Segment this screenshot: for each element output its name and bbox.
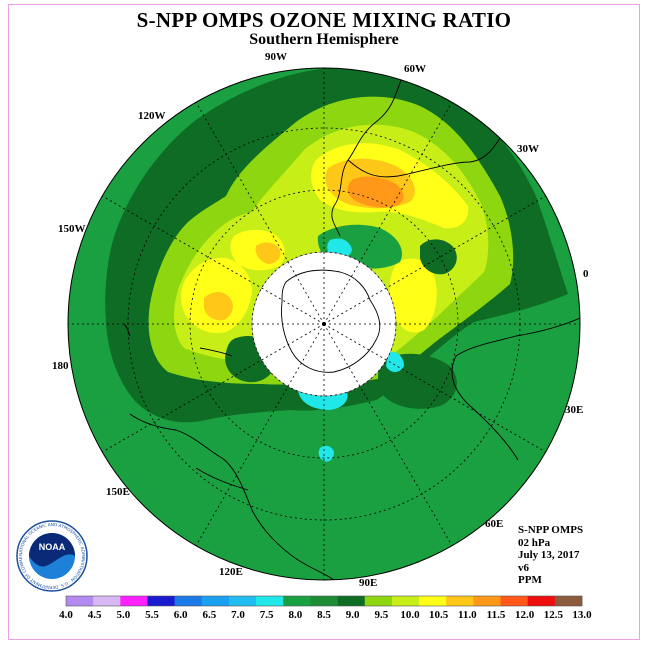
colorbar-swatch — [310, 596, 338, 606]
longitude-label: 60W — [404, 63, 426, 75]
colorbar-tick: 8.5 — [317, 609, 331, 621]
colorbar-swatch — [66, 596, 94, 606]
coastlines — [123, 71, 580, 580]
longitude-label: 30W — [517, 143, 539, 155]
colorbar-border — [65, 595, 583, 607]
colorbar-tick: 4.5 — [87, 609, 102, 621]
antarctica-coast — [281, 269, 381, 373]
colorbar-tick: 9.5 — [374, 609, 389, 621]
field-8-0-c — [386, 351, 404, 372]
map-subtitle: Southern Hemisphere — [249, 31, 399, 48]
colorbar-swatch — [391, 596, 420, 606]
south-america-coast — [331, 71, 505, 237]
colorbar-swatch — [93, 596, 121, 606]
colorbar-swatch — [473, 596, 501, 606]
colorbar-tick: 10.0 — [400, 609, 420, 621]
field-11-5 — [347, 176, 404, 208]
page-frame — [8, 4, 640, 640]
longitude-label: 120W — [138, 110, 166, 122]
field-11-0-c — [255, 242, 281, 264]
colorbar-tick: 10.5 — [429, 609, 449, 621]
colorbar-swatch — [554, 596, 583, 606]
colorbar-tick: 6.5 — [202, 609, 217, 621]
longitude-label: 90W — [265, 51, 287, 63]
field-10-5-d — [389, 258, 437, 333]
colorbar-swatch — [256, 596, 284, 606]
field-9-0-island — [420, 239, 457, 275]
longitude-label: 60E — [485, 518, 504, 530]
longitude-label: 120E — [219, 566, 243, 578]
colorbar-swatch — [337, 596, 366, 606]
africa-coast — [451, 317, 580, 461]
logo-gull — [29, 533, 75, 567]
longitude-label: 150E — [106, 486, 130, 498]
info-instrument: S-NPP OMPS — [518, 524, 584, 536]
colorbar-swatch — [500, 596, 528, 606]
graticule — [68, 68, 580, 580]
colorbar-swatch — [527, 596, 556, 606]
colorbar-swatch — [446, 596, 474, 606]
australasia-coast — [129, 413, 335, 580]
noaa-logo: NATIONAL OCEANIC AND ATMOSPHERIC ADMINIS… — [16, 520, 88, 592]
latitude-ring-1 — [189, 189, 459, 459]
longitude-label: 180 — [52, 360, 69, 372]
colorbar-swatch — [364, 596, 393, 606]
info-date: July 13, 2017 — [518, 549, 580, 561]
longitude-label: 90E — [359, 577, 378, 589]
colorbar-swatch — [201, 596, 230, 606]
colorbar-swatch — [419, 596, 447, 606]
colorbar-tick: 7.5 — [259, 609, 274, 621]
longitude-label: 150W — [58, 223, 86, 235]
colorbar-swatch — [120, 596, 148, 606]
longitude-label: 30E — [565, 404, 584, 416]
map-title: S-NPP OMPS OZONE MIXING RATIO — [136, 8, 512, 32]
colorbar-tick: 12.0 — [515, 609, 535, 621]
info-units: PPM — [518, 574, 542, 586]
colorbar-tick: 4.0 — [59, 609, 73, 621]
longitude-label: 0 — [583, 268, 589, 280]
colorbar-tick: 5.5 — [145, 609, 159, 621]
info-version: v6 — [518, 561, 529, 574]
colorbar-tick: 7.0 — [231, 609, 245, 621]
colorbar-tick: 12.5 — [543, 609, 563, 621]
field-11-0-b — [204, 292, 233, 321]
colorbar-swatch — [283, 596, 311, 606]
colorbar-swatch — [174, 596, 203, 606]
logo-wordmark: NOAA — [39, 542, 66, 552]
info-level: 02 hPa — [518, 536, 551, 549]
colorbar-tick: 9.0 — [345, 609, 360, 621]
colorbar-tick: 11.5 — [486, 609, 506, 621]
islands — [123, 323, 233, 357]
colorbar-tick: 11.0 — [458, 609, 477, 621]
colorbar-swatch — [147, 596, 175, 606]
colorbar-swatch — [228, 596, 257, 606]
colorbar-tick: 8.0 — [288, 609, 303, 621]
colorbar-tick: 6.0 — [173, 609, 188, 621]
colorbar-tick: 13.0 — [572, 609, 592, 621]
info-block: S-NPP OMPS 02 hPa July 13, 2017 v6 PPM — [518, 524, 583, 587]
colorbar-tick: 5.0 — [116, 609, 131, 621]
